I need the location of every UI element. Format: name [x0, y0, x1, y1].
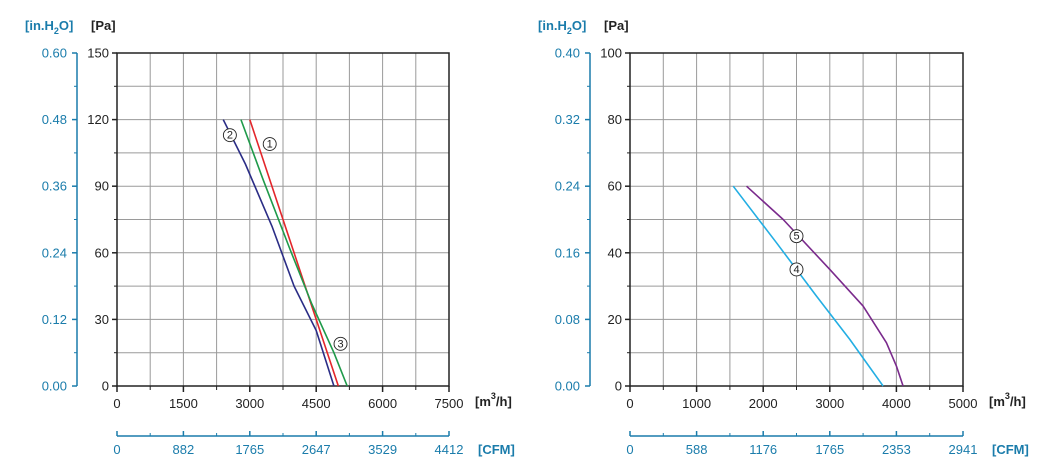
chart1-series-3-label: 3 — [337, 338, 343, 350]
chart1-y-unit: [Pa] — [91, 18, 116, 33]
chart2-y-tick-label: 80 — [608, 112, 622, 127]
chart2-alt-x-unit: [CFM] — [992, 442, 1029, 457]
chart1-x-tick-label: 7500 — [435, 396, 464, 411]
chart1-x-tick-label: 3000 — [235, 396, 264, 411]
chart1-y-tick-label: 60 — [95, 245, 109, 260]
chart1-alt-x-tick-label: 882 — [173, 442, 195, 457]
chart2-alt-x-tick-label: 2941 — [949, 442, 978, 457]
chart1-x-tick-label: 0 — [113, 396, 120, 411]
chart2-series-5-label: 5 — [793, 231, 799, 243]
chart2-alt-x-tick-label: 2353 — [882, 442, 911, 457]
chart1-series-3-line — [240, 119, 348, 387]
chart1-alt-y-tick-label: 0.36 — [42, 179, 67, 194]
chart1-x-tick-label: 1500 — [169, 396, 198, 411]
chart2-x-tick-label: 3000 — [815, 396, 844, 411]
chart2-alt-y-tick-label: 0.32 — [555, 112, 580, 127]
chart1-alt-x-tick-label: 1765 — [235, 442, 264, 457]
chart2-x-tick-label: 2000 — [749, 396, 778, 411]
chart1-alt-y-tick-label: 0.24 — [42, 245, 67, 260]
chart1-series-3-marker-ring — [333, 336, 348, 351]
chart2-alt-x-tick-label: 1176 — [749, 442, 777, 457]
chart2-alt-x-tick-label: 588 — [686, 442, 708, 457]
chart1-alt-x-tick-label: 4412 — [435, 442, 464, 457]
chart1-x-unit: [m3/h] — [475, 391, 512, 409]
chart2-alt-y-tick-label: 0.08 — [555, 312, 580, 327]
chart1-y-tick-label: 150 — [87, 46, 109, 61]
chart2-x-tick-label: 1000 — [682, 396, 711, 411]
chart1-y-tick-label: 90 — [95, 179, 109, 194]
chart2-series-5-marker-ring — [789, 229, 804, 244]
chart2-y-tick-label: 100 — [600, 46, 622, 61]
chart2-y-tick-label: 40 — [608, 245, 622, 260]
chart2-alt-y-unit: [in.H2O] — [538, 18, 586, 36]
chart1-series-1-label: 1 — [267, 139, 273, 151]
chart2-y-unit: [Pa] — [604, 18, 629, 33]
chart1-x-tick-label: 4500 — [302, 396, 331, 411]
chart1-alt-x-tick-label: 2647 — [302, 442, 331, 457]
chart2-series-4-marker-ring — [789, 262, 804, 277]
chart2-y-tick-label: 20 — [608, 312, 622, 327]
chart1-y-tick-label: 0 — [102, 379, 109, 394]
chart1-alt-y-tick-label: 0.48 — [42, 112, 67, 127]
chart2-x-tick-label: 5000 — [949, 396, 978, 411]
chart2-alt-x-tick-label: 1765 — [815, 442, 844, 457]
chart1-alt-x-unit: [CFM] — [478, 442, 515, 457]
chart2-alt-y-tick-label: 0.24 — [555, 179, 580, 194]
chart2-series-4-line — [732, 185, 884, 387]
chart2-alt-x-tick-label: 0 — [626, 442, 633, 457]
chart1-alt-y-tick-label: 0.12 — [42, 312, 67, 327]
chart1-alt-y-tick-label: 0.60 — [42, 46, 67, 61]
chart2-x-unit: [m3/h] — [989, 391, 1026, 409]
chart1-x-tick-label: 6000 — [368, 396, 397, 411]
chart1-series-2-line — [222, 119, 335, 387]
chart2-series-5-line — [746, 185, 904, 387]
chart2-y-tick-label: 0 — [615, 379, 622, 394]
chart2-alt-y-tick-label: 0.40 — [555, 46, 580, 61]
chart1-series-2-label: 2 — [227, 130, 233, 142]
chart2-alt-y-tick-label: 0.00 — [555, 379, 580, 394]
chart1-y-tick-label: 30 — [95, 312, 109, 327]
chart2-x-tick-label: 4000 — [882, 396, 911, 411]
chart1-series-2-marker-ring — [222, 128, 237, 143]
chart1-y-tick-label: 120 — [87, 112, 109, 127]
chart2-series-4-label: 4 — [793, 264, 799, 276]
chart2-y-tick-label: 60 — [608, 179, 622, 194]
chart1-alt-y-tick-label: 0.00 — [42, 379, 67, 394]
chart1-alt-x-tick-label: 3529 — [368, 442, 397, 457]
chart1-alt-y-unit: [in.H2O] — [25, 18, 73, 36]
chart1-series-1-marker-ring — [262, 137, 277, 151]
chart2-alt-y-tick-label: 0.16 — [555, 245, 580, 260]
chart2-x-tick-label: 0 — [626, 396, 633, 411]
chart1-alt-x-tick-label: 0 — [113, 442, 120, 457]
